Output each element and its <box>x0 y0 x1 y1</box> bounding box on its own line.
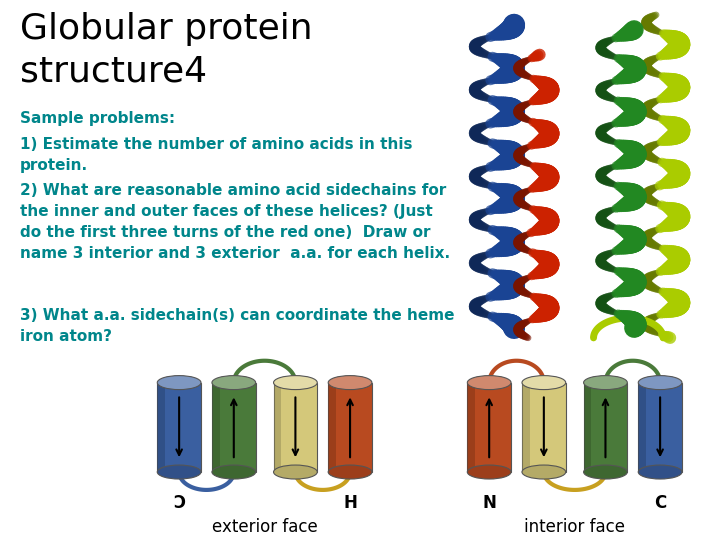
Ellipse shape <box>584 465 627 479</box>
Bar <box>274 383 282 472</box>
Text: C: C <box>654 494 666 512</box>
Bar <box>522 383 566 472</box>
Bar <box>638 383 646 472</box>
Bar <box>467 383 511 472</box>
Bar <box>522 383 530 472</box>
Ellipse shape <box>467 376 511 389</box>
Text: 2) What are reasonable amino acid sidechains for
the inner and outer faces of th: 2) What are reasonable amino acid sidech… <box>20 183 450 261</box>
Ellipse shape <box>157 465 201 479</box>
Ellipse shape <box>467 465 511 479</box>
Ellipse shape <box>212 376 256 389</box>
Bar <box>328 383 372 472</box>
Bar <box>157 383 201 472</box>
Ellipse shape <box>274 376 318 389</box>
Bar <box>328 383 336 472</box>
Bar <box>157 383 165 472</box>
Text: Sample problems:: Sample problems: <box>20 111 175 126</box>
Ellipse shape <box>638 465 682 479</box>
Ellipse shape <box>274 465 318 479</box>
Ellipse shape <box>522 465 566 479</box>
Text: interior face: interior face <box>524 518 625 536</box>
Bar <box>212 383 256 472</box>
Text: Globular protein: Globular protein <box>20 12 312 46</box>
Text: N: N <box>482 494 496 512</box>
Bar <box>212 383 220 472</box>
Ellipse shape <box>328 465 372 479</box>
Bar <box>638 383 682 472</box>
Text: 1) Estimate the number of amino acids in this
protein.: 1) Estimate the number of amino acids in… <box>20 137 413 173</box>
Ellipse shape <box>522 376 566 389</box>
Text: Ɔ: Ɔ <box>173 494 185 512</box>
Bar <box>584 383 627 472</box>
Ellipse shape <box>157 376 201 389</box>
Text: 3) What a.a. sidechain(s) can coordinate the heme
iron atom?: 3) What a.a. sidechain(s) can coordinate… <box>20 308 454 344</box>
Bar <box>274 383 318 472</box>
Text: Н: Н <box>343 494 357 512</box>
Text: structure4: structure4 <box>20 55 207 89</box>
Bar <box>584 383 591 472</box>
Ellipse shape <box>328 376 372 389</box>
Text: exterior face: exterior face <box>212 518 318 536</box>
Ellipse shape <box>584 376 627 389</box>
Ellipse shape <box>212 465 256 479</box>
Ellipse shape <box>638 376 682 389</box>
Bar <box>467 383 475 472</box>
